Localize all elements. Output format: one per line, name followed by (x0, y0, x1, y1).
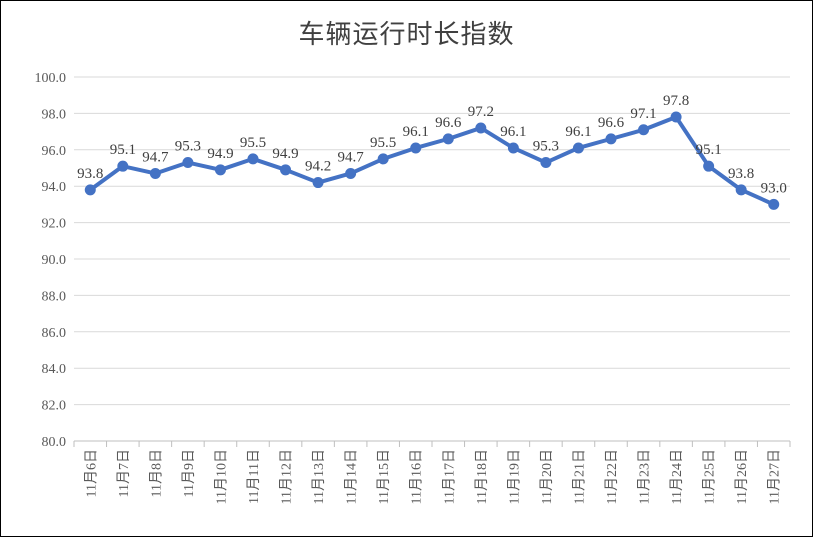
data-point (670, 111, 682, 123)
data-label: 96.1 (565, 124, 591, 140)
y-tick-label: 92.0 (42, 217, 67, 232)
data-label: 95.3 (533, 139, 559, 155)
data-label: 96.6 (435, 115, 462, 131)
data-label: 97.1 (630, 106, 656, 122)
data-label: 94.7 (142, 149, 169, 165)
data-point (605, 133, 617, 145)
x-tick-label: 11月12日 (279, 449, 295, 504)
x-tick-label: 11月17日 (441, 449, 457, 504)
y-tick-label: 100.0 (35, 71, 67, 86)
data-point (507, 142, 519, 154)
series-line (88, 115, 776, 207)
x-tick-label: 11月15日 (376, 449, 392, 504)
x-tick-label: 11月8日 (148, 449, 164, 497)
data-point (182, 157, 194, 169)
data-label: 96.1 (403, 124, 429, 140)
data-point (572, 142, 584, 154)
x-tick-label: 11月10日 (213, 449, 229, 504)
x-tick-label: 11月22日 (604, 449, 620, 504)
data-label: 94.2 (305, 159, 331, 175)
y-tick-label: 98.0 (42, 107, 67, 122)
data-point (475, 122, 487, 134)
y-tick-label: 94.0 (42, 180, 67, 195)
x-tick-label: 11月11日 (246, 449, 262, 504)
x-tick-label: 11月23日 (637, 449, 653, 504)
data-label: 94.9 (272, 146, 298, 162)
y-tick-label: 82.0 (42, 399, 67, 414)
data-point (638, 124, 650, 136)
data-label: 94.9 (207, 146, 233, 162)
chart-title: 车辆运行时长指数 (298, 20, 515, 50)
data-label: 93.8 (77, 166, 103, 182)
data-label: 96.6 (598, 115, 625, 131)
x-tick-label: 11月7日 (116, 449, 132, 497)
data-label: 96.1 (500, 124, 526, 140)
data-point (735, 184, 747, 196)
x-tick-label: 11月6日 (83, 449, 99, 497)
x-tick-label: 11月9日 (181, 449, 197, 497)
x-tick-label: 11月19日 (506, 449, 522, 504)
data-label: 93.0 (761, 180, 787, 196)
x-tick-label: 11月26日 (734, 449, 750, 504)
x-tick-label: 11月14日 (344, 449, 360, 504)
data-point (345, 167, 357, 179)
y-tick-label: 96.0 (42, 144, 67, 159)
data-label: 94.7 (338, 149, 365, 165)
data-point (410, 142, 422, 154)
data-label: 95.5 (240, 135, 266, 151)
data-point (312, 177, 324, 189)
data-point (247, 153, 259, 165)
x-tick-label: 11月13日 (311, 449, 327, 504)
data-point (540, 157, 552, 169)
y-tick-label: 84.0 (42, 362, 67, 377)
x-tick-label: 11月27日 (767, 449, 783, 504)
y-tick-label: 86.0 (42, 326, 67, 341)
x-tick-label: 11月24日 (669, 449, 685, 504)
x-tick-label: 11月21日 (571, 449, 587, 504)
data-label: 95.3 (175, 139, 201, 155)
data-point (214, 164, 226, 176)
y-tick-label: 90.0 (42, 253, 67, 268)
x-tick-label: 11月16日 (409, 449, 425, 504)
data-point (377, 153, 389, 165)
data-point (84, 184, 96, 196)
data-label: 97.8 (663, 93, 689, 109)
data-point (280, 164, 292, 176)
x-tick-label: 11月18日 (474, 449, 490, 504)
data-label: 95.1 (110, 142, 136, 158)
data-point (117, 160, 129, 172)
y-tick-label: 80.0 (42, 435, 67, 450)
data-label: 95.5 (370, 135, 396, 151)
data-point (703, 160, 715, 172)
data-point (442, 133, 454, 145)
data-point (149, 167, 161, 179)
y-tick-label: 88.0 (42, 289, 67, 304)
data-label: 97.2 (468, 104, 494, 120)
data-label: 95.1 (696, 142, 722, 158)
data-label: 93.8 (728, 166, 754, 182)
x-tick-label: 11月20日 (539, 449, 555, 504)
x-tick-label: 11月25日 (702, 449, 718, 504)
data-point (768, 198, 780, 210)
